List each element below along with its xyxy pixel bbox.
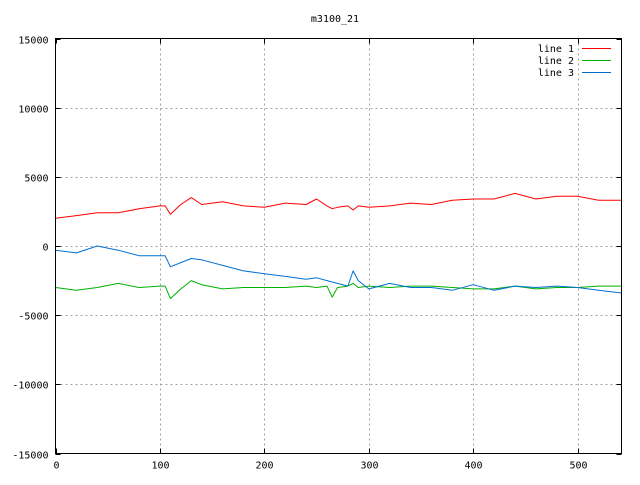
legend-label-3: line 3 [538, 68, 574, 79]
series-line-3 [55, 245, 622, 294]
y-tick-label: 5000 [24, 174, 48, 185]
y-tick-label: -5000 [18, 312, 48, 323]
chart-title: m3100_21 [311, 14, 359, 25]
series-line-1 [55, 192, 622, 219]
series-layer [55, 192, 622, 300]
series-line-2 [55, 280, 622, 300]
grid [55, 38, 622, 454]
x-tick-label: 0 [53, 461, 59, 472]
y-tick-label: -10000 [12, 381, 48, 392]
y-tick-label: 10000 [18, 105, 48, 116]
legend-label-2: line 2 [538, 56, 574, 67]
x-tick-label: 500 [569, 461, 587, 472]
y-tick-label: 15000 [18, 36, 48, 47]
x-tick-label: 300 [360, 461, 378, 472]
x-tick-label: 200 [255, 461, 273, 472]
legend-label-1: line 1 [538, 44, 574, 55]
x-tick-label: 100 [151, 461, 169, 472]
y-tick-label: 0 [42, 243, 48, 254]
ticks: 0 100 200 300 400 500 -15000 -10000 -5000 0 5000 10… [12, 36, 622, 472]
x-tick-label: 400 [464, 461, 482, 472]
y-tick-label: -15000 [12, 451, 48, 462]
